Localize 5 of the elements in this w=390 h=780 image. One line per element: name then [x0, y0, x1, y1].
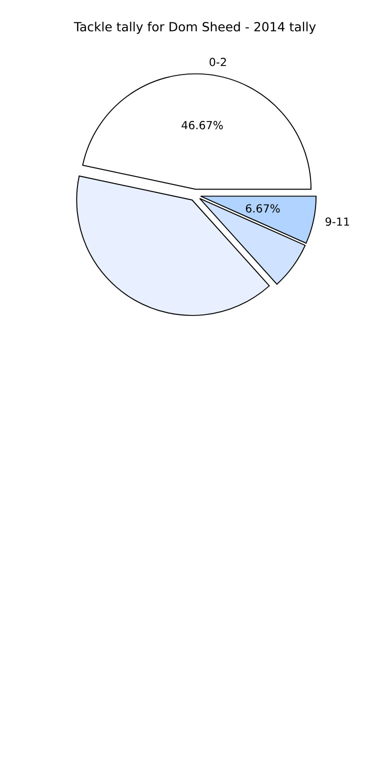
- chart-title: Tackle tally for Dom Sheed - 2014 tally: [74, 22, 316, 34]
- slice-label: 0-2: [210, 58, 226, 66]
- data-label: 6.67%: [246, 204, 280, 213]
- data-label: 46.67%: [182, 120, 223, 130]
- slice-label: 9-11: [326, 217, 350, 226]
